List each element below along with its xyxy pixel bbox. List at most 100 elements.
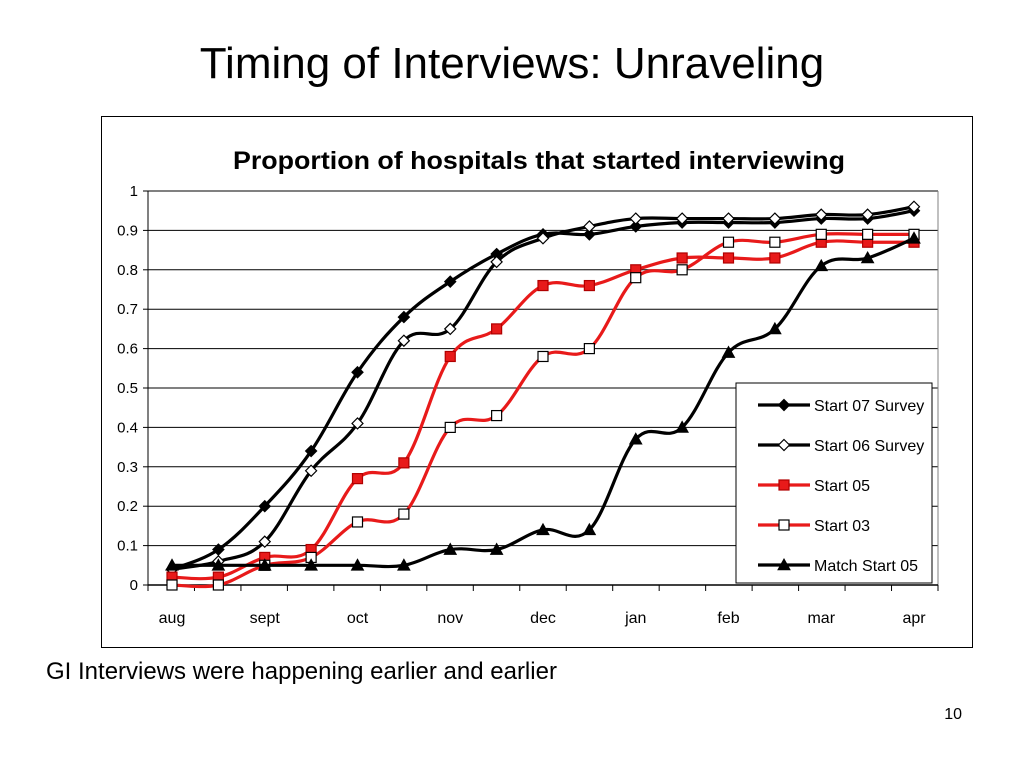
gridlines xyxy=(148,190,938,586)
series-group xyxy=(165,200,921,591)
x-tick-label: feb xyxy=(717,610,739,627)
data-point xyxy=(769,252,781,264)
data-point xyxy=(444,421,456,433)
data-point xyxy=(537,350,549,363)
page-number: 10 xyxy=(944,706,962,723)
data-point xyxy=(443,322,457,336)
data-point xyxy=(258,535,272,549)
data-point xyxy=(814,208,828,221)
y-tick-label: 0.6 xyxy=(117,341,138,358)
data-point xyxy=(398,508,410,520)
data-point xyxy=(351,365,364,379)
data-point xyxy=(675,420,689,433)
legend-label: Match Start 05 xyxy=(814,558,918,575)
data-point xyxy=(304,444,318,458)
data-point xyxy=(630,272,642,284)
x-tick-label: mar xyxy=(807,610,835,627)
legend-marker xyxy=(778,479,790,491)
legend: Start 07 Survey Start 06 Survey Start 05 St… xyxy=(735,382,933,584)
data-point xyxy=(304,464,318,478)
x-tick-label: jan xyxy=(624,610,646,627)
y-tick-label: 0.1 xyxy=(117,538,138,555)
data-point xyxy=(536,231,550,245)
y-tick-label: 0.5 xyxy=(117,380,138,397)
data-point xyxy=(350,558,365,571)
data-point xyxy=(351,516,364,528)
data-point xyxy=(768,212,782,225)
y-tick-label: 1 xyxy=(130,183,138,200)
data-point xyxy=(444,350,456,363)
data-point xyxy=(257,558,272,571)
data-point xyxy=(629,212,643,225)
legend-label: Start 07 Survey xyxy=(814,398,924,415)
data-point xyxy=(907,200,921,214)
chart-title: Proportion of hospitals that started int… xyxy=(233,147,845,175)
data-point xyxy=(582,522,597,536)
data-point xyxy=(583,220,596,233)
legend-label: Start 03 xyxy=(814,518,870,535)
data-point xyxy=(815,228,827,240)
data-point xyxy=(351,417,364,430)
data-point xyxy=(629,220,643,233)
data-point xyxy=(165,558,179,571)
data-point xyxy=(211,558,226,571)
data-point xyxy=(768,321,782,335)
data-point xyxy=(304,558,318,571)
data-point xyxy=(907,231,921,244)
data-point xyxy=(583,279,595,292)
data-point xyxy=(491,409,503,422)
data-point xyxy=(676,264,688,276)
series-line xyxy=(172,236,915,569)
data-point xyxy=(628,432,643,445)
data-point xyxy=(490,255,503,269)
y-tick-label: 0.9 xyxy=(117,222,138,239)
data-point xyxy=(721,345,736,358)
x-tick-label: oct xyxy=(347,610,369,627)
data-point xyxy=(212,579,224,591)
chart-frame: Proportion of hospitals that started int… xyxy=(101,116,973,648)
data-point xyxy=(397,558,411,571)
data-point xyxy=(722,236,735,248)
data-point xyxy=(351,473,364,485)
data-point xyxy=(861,208,874,221)
x-tick-label: sept xyxy=(250,610,281,627)
x-tick-label: apr xyxy=(902,610,926,627)
data-point xyxy=(769,236,781,248)
data-point xyxy=(537,279,549,292)
axes: 0 0.1 0.2 0.3 0.4 0.5 0.6 0.7 0.8 0.9 1 aug sept oct n… xyxy=(117,183,939,627)
y-tick-label: 0.7 xyxy=(117,301,138,318)
slide-title: Timing of Interviews: Unraveling xyxy=(199,39,825,88)
x-tick-label: dec xyxy=(530,610,556,627)
legend-marker xyxy=(777,557,791,571)
data-point xyxy=(860,250,875,264)
series-start-05 xyxy=(166,236,920,583)
data-point xyxy=(397,310,411,324)
series-start-03 xyxy=(166,228,920,591)
y-tick-label: 0.4 xyxy=(117,419,138,436)
data-point xyxy=(443,542,458,555)
y-tick-label: 0.3 xyxy=(117,459,138,476)
data-point xyxy=(583,343,595,355)
data-point xyxy=(676,252,688,264)
data-point xyxy=(675,212,689,225)
data-point xyxy=(722,252,735,264)
data-point xyxy=(398,457,410,469)
series-line xyxy=(171,205,915,571)
data-point xyxy=(443,275,457,288)
data-point xyxy=(583,227,596,241)
data-point xyxy=(489,542,504,555)
data-point xyxy=(814,258,829,272)
legend-marker xyxy=(777,438,791,452)
line-chart: Proportion of hospitals that started int… xyxy=(117,147,939,627)
slide-caption: GI Interviews were happening earlier and… xyxy=(46,658,557,685)
data-point xyxy=(397,334,411,348)
legend-label: Start 05 xyxy=(814,478,870,495)
legend-marker xyxy=(778,519,790,531)
x-tick-label: aug xyxy=(159,610,186,627)
data-point xyxy=(536,522,550,536)
legend-box xyxy=(735,382,933,584)
data-point xyxy=(862,228,874,240)
x-tick-label: nov xyxy=(437,610,463,627)
series-match-start-05 xyxy=(165,231,921,571)
legend-label: Start 06 Survey xyxy=(814,438,924,455)
